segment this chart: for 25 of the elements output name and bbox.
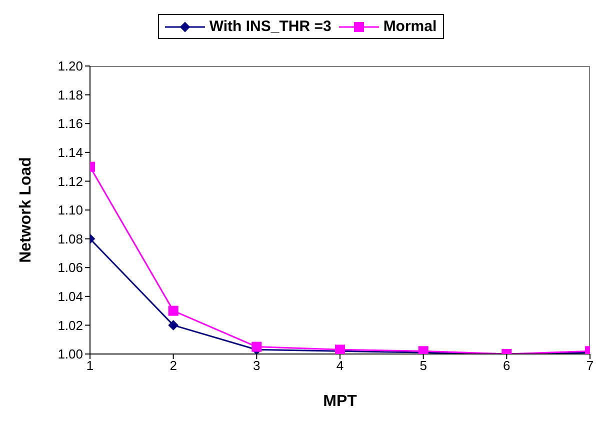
y-tick-label: 1.08 <box>58 231 83 246</box>
x-tick-label: 1 <box>86 358 94 374</box>
x-tick-label: 3 <box>253 358 260 374</box>
point <box>252 342 262 352</box>
y-tick-label: 1.16 <box>58 116 83 132</box>
y-tick-label: 1.02 <box>58 318 83 333</box>
legend-label: With INS_THR =3 <box>209 18 332 35</box>
y-tick-label: 1.12 <box>58 174 83 189</box>
x-tick-label: 4 <box>336 358 344 374</box>
x-tick-label: 6 <box>503 358 510 374</box>
point <box>168 320 178 330</box>
y-tick-label: 1.14 <box>58 145 83 160</box>
y-tick-label: 1.00 <box>58 346 83 362</box>
x-axis-title: MPT <box>323 393 358 410</box>
y-tick-label: 1.04 <box>58 289 83 304</box>
x-tick-label: 5 <box>420 358 427 374</box>
x-tick-label: 7 <box>586 358 594 374</box>
y-axis-title: Network Load <box>18 157 35 263</box>
y-tick-label: 1.06 <box>58 260 83 276</box>
y-tick-label: 1.10 <box>58 202 83 218</box>
legend-label: Mormal <box>383 18 437 35</box>
y-tick-label: 1.20 <box>58 58 83 74</box>
point <box>168 306 178 316</box>
y-tick-label: 1.18 <box>58 87 83 102</box>
x-tick-label: 2 <box>170 358 177 374</box>
